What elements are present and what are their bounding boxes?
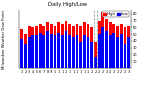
Bar bbox=[79, 42, 82, 68]
Bar bbox=[72, 37, 75, 68]
Bar bbox=[76, 24, 78, 68]
Bar bbox=[90, 27, 93, 68]
Bar bbox=[120, 24, 123, 68]
Bar bbox=[105, 31, 108, 68]
Bar bbox=[124, 44, 126, 68]
Bar bbox=[35, 35, 38, 68]
Bar bbox=[35, 26, 38, 68]
Bar bbox=[24, 44, 27, 68]
Bar bbox=[28, 37, 31, 68]
Bar bbox=[79, 26, 82, 68]
Bar bbox=[94, 57, 97, 68]
Bar bbox=[61, 35, 64, 68]
Bar bbox=[50, 24, 53, 68]
Bar bbox=[124, 27, 126, 68]
Bar bbox=[98, 21, 100, 68]
Legend: High, Low: High, Low bbox=[102, 11, 129, 17]
Bar bbox=[46, 31, 49, 68]
Bar bbox=[39, 24, 42, 68]
Bar bbox=[28, 26, 31, 68]
Bar bbox=[68, 24, 71, 68]
Bar bbox=[61, 24, 64, 68]
Bar bbox=[83, 35, 86, 68]
Bar bbox=[20, 39, 23, 68]
Bar bbox=[68, 35, 71, 68]
Text: Milwaukee Weather Dew Point: Milwaukee Weather Dew Point bbox=[2, 10, 6, 69]
Bar bbox=[24, 34, 27, 68]
Bar bbox=[112, 33, 115, 68]
Bar bbox=[43, 26, 45, 68]
Bar bbox=[127, 26, 130, 68]
Bar bbox=[101, 27, 104, 68]
Bar bbox=[65, 21, 67, 68]
Bar bbox=[76, 35, 78, 68]
Bar bbox=[57, 33, 60, 68]
Bar bbox=[94, 42, 97, 68]
Text: Daily High/Low: Daily High/Low bbox=[48, 2, 87, 7]
Bar bbox=[127, 37, 130, 68]
Bar bbox=[43, 35, 45, 68]
Bar bbox=[116, 37, 119, 68]
Bar bbox=[87, 37, 89, 68]
Bar bbox=[46, 22, 49, 68]
Bar bbox=[109, 35, 112, 68]
Bar bbox=[83, 22, 86, 68]
Bar bbox=[112, 24, 115, 68]
Bar bbox=[101, 12, 104, 68]
Bar bbox=[57, 22, 60, 68]
Bar bbox=[65, 31, 67, 68]
Bar bbox=[50, 34, 53, 68]
Bar bbox=[120, 34, 123, 68]
Bar bbox=[98, 34, 100, 68]
Bar bbox=[31, 35, 34, 68]
Bar bbox=[105, 19, 108, 68]
Bar bbox=[54, 26, 56, 68]
Bar bbox=[31, 27, 34, 68]
Bar bbox=[90, 42, 93, 68]
Bar bbox=[72, 26, 75, 68]
Bar bbox=[87, 24, 89, 68]
Bar bbox=[20, 29, 23, 68]
Bar bbox=[39, 33, 42, 68]
Bar bbox=[109, 22, 112, 68]
Bar bbox=[116, 26, 119, 68]
Bar bbox=[54, 35, 56, 68]
